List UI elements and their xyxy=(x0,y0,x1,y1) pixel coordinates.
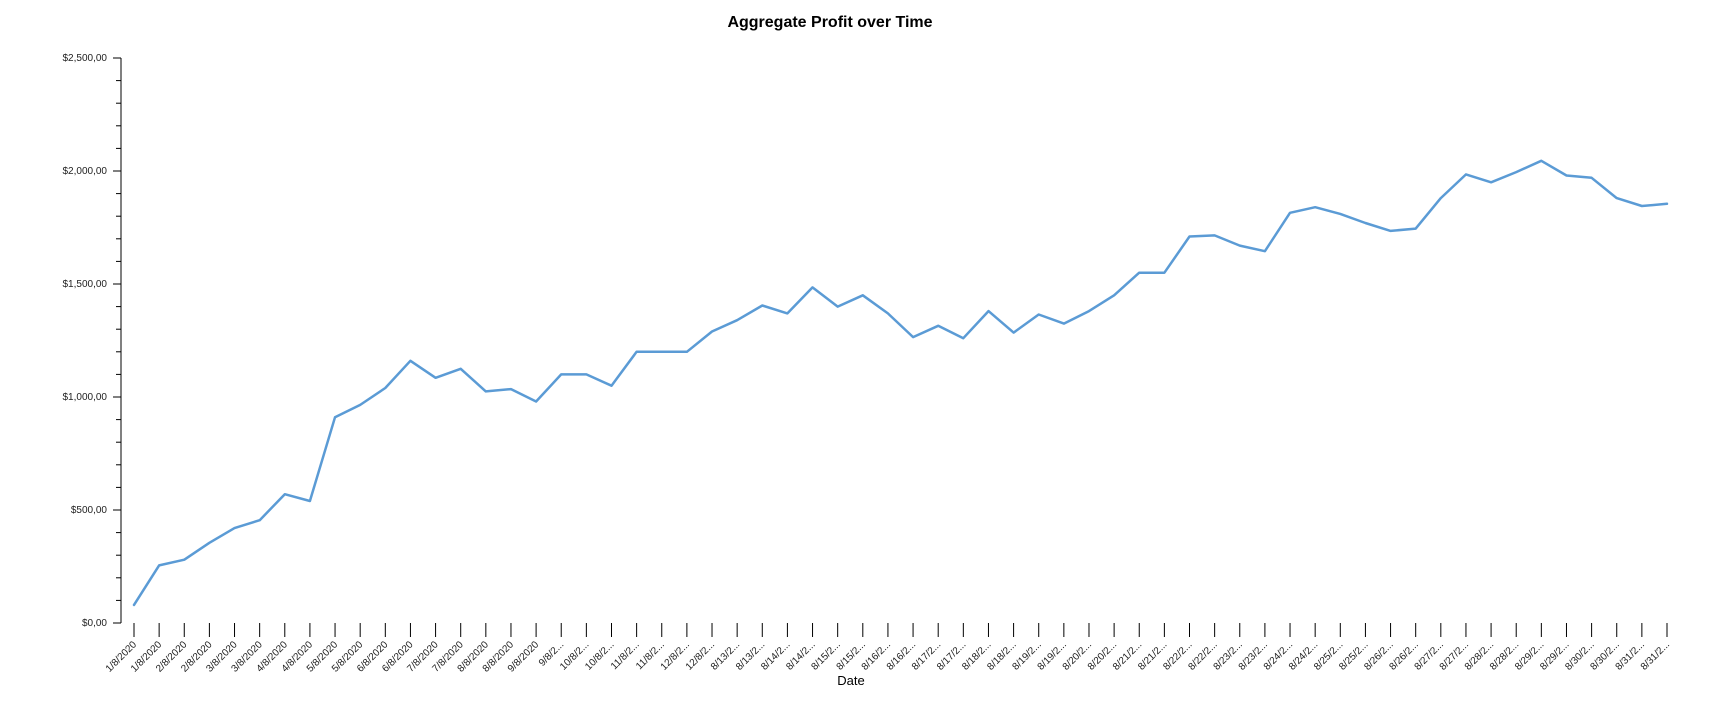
data-point xyxy=(785,311,789,315)
data-point xyxy=(132,603,136,607)
data-point xyxy=(660,350,664,354)
data-point xyxy=(233,526,237,530)
data-point xyxy=(157,563,161,567)
y-tick-label: $1,500,00 xyxy=(63,279,108,290)
data-point xyxy=(1439,196,1443,200)
data-point xyxy=(635,350,639,354)
data-point xyxy=(1489,180,1493,184)
data-point xyxy=(258,518,262,522)
y-tick-label: $0,00 xyxy=(82,618,107,629)
data-point xyxy=(861,293,865,297)
data-point xyxy=(358,403,362,407)
data-point xyxy=(1615,196,1619,200)
chart-title: Aggregate Profit over Time xyxy=(727,14,933,31)
data-point xyxy=(1213,233,1217,237)
data-point xyxy=(1188,235,1192,239)
data-point xyxy=(1288,211,1292,215)
data-point xyxy=(811,285,815,289)
data-point xyxy=(1389,229,1393,233)
data-point xyxy=(760,303,764,307)
x-axis: 1/8/20201/8/20202/8/20202/8/20203/8/2020… xyxy=(104,623,1672,675)
data-point xyxy=(182,558,186,562)
plot-area xyxy=(132,159,1669,607)
data-point xyxy=(283,492,287,496)
data-point xyxy=(1062,322,1066,326)
data-point xyxy=(735,318,739,322)
data-point xyxy=(1137,271,1141,275)
data-point xyxy=(434,376,438,380)
y-axis: $0,00 $500,00 $1,000,00 $1,500,00 $2,000,00 $… xyxy=(63,53,122,629)
data-point xyxy=(484,389,488,393)
data-point xyxy=(559,372,563,376)
data-point xyxy=(911,335,915,339)
data-point xyxy=(1640,204,1644,208)
data-point xyxy=(1263,249,1267,253)
data-point xyxy=(1514,170,1518,174)
data-point xyxy=(383,386,387,390)
data-point xyxy=(710,329,714,333)
y-tick-label: $1,000,00 xyxy=(63,392,108,403)
data-point xyxy=(584,372,588,376)
data-point xyxy=(534,400,538,404)
data-point xyxy=(1112,293,1116,297)
data-point xyxy=(333,415,337,419)
x-axis-label: Date xyxy=(837,673,864,688)
data-point xyxy=(1313,205,1317,209)
data-point xyxy=(986,309,990,313)
data-point xyxy=(609,384,613,388)
data-point xyxy=(207,541,211,545)
data-point xyxy=(1590,176,1594,180)
data-point xyxy=(459,367,463,371)
y-tick-label: $500,00 xyxy=(71,505,108,516)
data-point xyxy=(886,311,890,315)
data-point xyxy=(685,350,689,354)
data-point xyxy=(1564,174,1568,178)
data-point xyxy=(1464,172,1468,176)
data-point xyxy=(1238,244,1242,248)
data-point xyxy=(509,387,513,391)
data-point xyxy=(1665,202,1669,206)
data-point xyxy=(1012,331,1016,335)
data-point xyxy=(1363,221,1367,225)
y-tick-label: $2,500,00 xyxy=(63,53,108,64)
data-point xyxy=(936,324,940,328)
data-point xyxy=(836,305,840,309)
data-point xyxy=(1414,227,1418,231)
data-point xyxy=(1037,313,1041,317)
series-line xyxy=(132,159,1669,607)
data-point xyxy=(1539,159,1543,163)
data-point xyxy=(1087,309,1091,313)
data-point xyxy=(1338,212,1342,216)
data-point xyxy=(961,336,965,340)
data-point xyxy=(1162,271,1166,275)
y-tick-label: $2,000,00 xyxy=(63,166,108,177)
data-point xyxy=(308,499,312,503)
data-point xyxy=(408,359,412,363)
